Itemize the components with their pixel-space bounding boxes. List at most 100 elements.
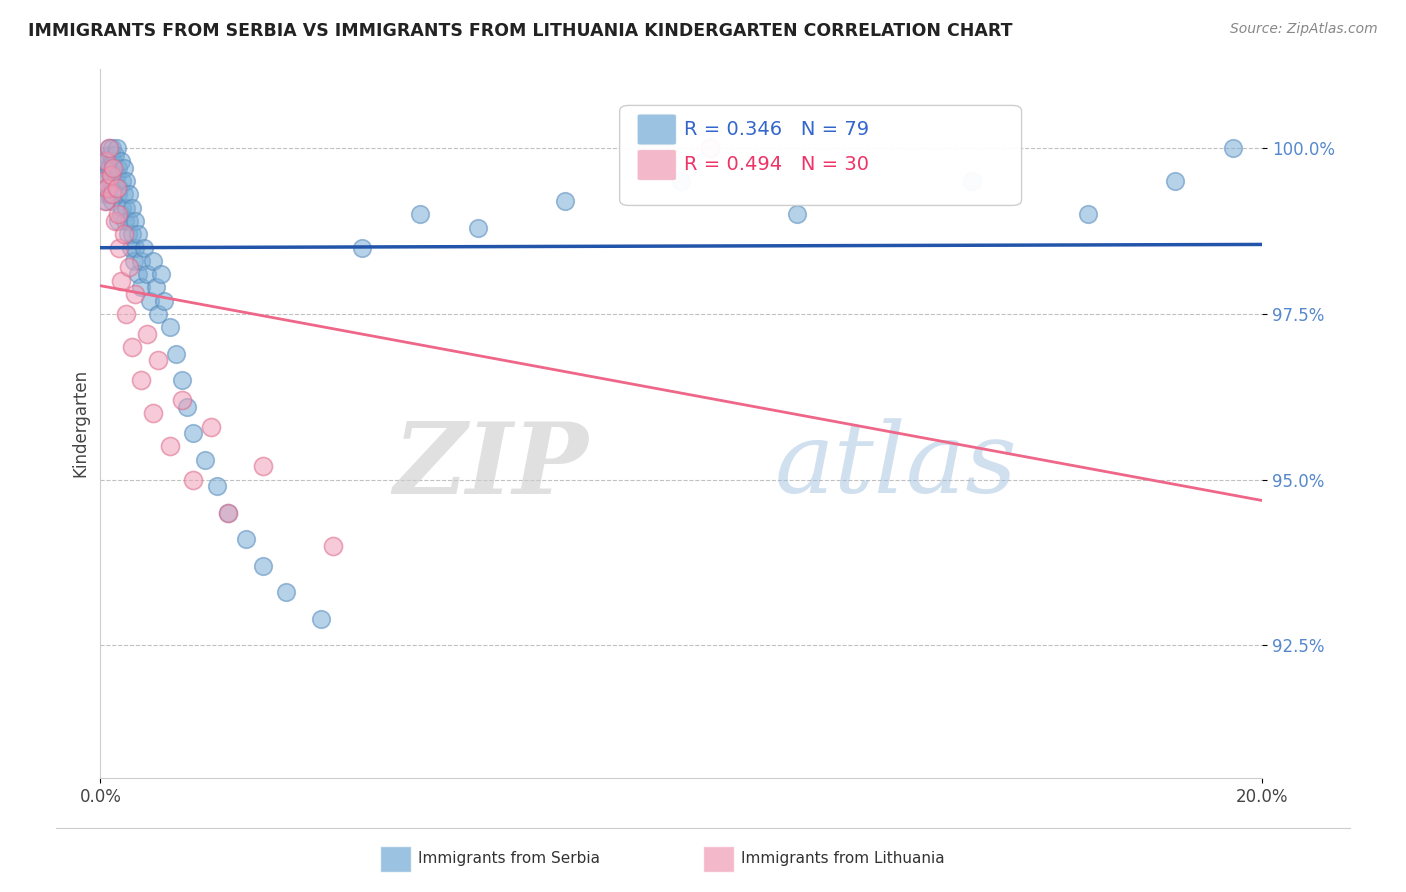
Point xyxy=(107,207,129,221)
Point xyxy=(96,147,118,161)
Point xyxy=(252,558,274,573)
Point xyxy=(101,161,124,175)
Point xyxy=(124,240,146,254)
Point xyxy=(112,161,135,175)
Point xyxy=(1222,141,1244,155)
Point xyxy=(107,161,129,175)
Point xyxy=(91,154,114,169)
Point xyxy=(276,585,298,599)
Point xyxy=(104,147,127,161)
Point xyxy=(115,174,138,188)
Point xyxy=(554,194,576,208)
Point xyxy=(111,201,134,215)
Point xyxy=(108,181,131,195)
Text: IMMIGRANTS FROM SERBIA VS IMMIGRANTS FROM LITHUANIA KINDERGARTEN CORRELATION CHA: IMMIGRANTS FROM SERBIA VS IMMIGRANTS FRO… xyxy=(28,22,1012,40)
Point xyxy=(94,187,117,202)
Point xyxy=(98,141,121,155)
Point xyxy=(350,240,373,254)
Point xyxy=(94,194,117,208)
Point xyxy=(121,201,143,215)
Point xyxy=(101,168,124,182)
Point xyxy=(110,207,132,221)
Point xyxy=(94,161,117,175)
Point xyxy=(148,353,170,368)
Point xyxy=(129,280,152,294)
Point xyxy=(104,174,127,188)
Point xyxy=(205,479,228,493)
Point xyxy=(96,154,118,169)
FancyBboxPatch shape xyxy=(637,114,676,145)
Point xyxy=(118,187,141,202)
Point xyxy=(142,406,165,420)
Point xyxy=(127,227,149,242)
FancyBboxPatch shape xyxy=(637,149,676,180)
Point xyxy=(159,320,181,334)
Point xyxy=(101,154,124,169)
Point xyxy=(165,346,187,360)
Point xyxy=(467,220,489,235)
Point xyxy=(142,253,165,268)
Point xyxy=(101,187,124,202)
Point xyxy=(115,307,138,321)
Point xyxy=(170,373,193,387)
Point xyxy=(127,267,149,281)
Point xyxy=(105,181,128,195)
Point xyxy=(181,473,204,487)
Text: R = 0.494   N = 30: R = 0.494 N = 30 xyxy=(683,155,869,175)
Point xyxy=(118,260,141,275)
Point xyxy=(135,326,157,341)
Point xyxy=(110,154,132,169)
Point xyxy=(129,373,152,387)
Point xyxy=(960,174,983,188)
Point xyxy=(101,141,124,155)
Point xyxy=(107,187,129,202)
Point xyxy=(322,539,344,553)
Point xyxy=(101,194,124,208)
Point xyxy=(153,293,176,308)
Text: R = 0.346   N = 79: R = 0.346 N = 79 xyxy=(683,120,869,139)
Point xyxy=(409,207,432,221)
Point xyxy=(1077,207,1099,221)
Point xyxy=(129,253,152,268)
Point xyxy=(159,439,181,453)
Point xyxy=(115,201,138,215)
Y-axis label: Kindergarten: Kindergarten xyxy=(72,369,89,477)
Point xyxy=(107,214,129,228)
Point xyxy=(150,267,173,281)
Point xyxy=(200,419,222,434)
Point xyxy=(108,240,131,254)
Point xyxy=(98,187,121,202)
Text: Source: ZipAtlas.com: Source: ZipAtlas.com xyxy=(1230,22,1378,37)
Point xyxy=(112,227,135,242)
Point xyxy=(145,280,167,294)
Text: atlas: atlas xyxy=(775,418,1017,514)
Point xyxy=(98,161,121,175)
Point xyxy=(148,307,170,321)
Point xyxy=(110,274,132,288)
Point xyxy=(235,533,257,547)
Point xyxy=(181,426,204,441)
Point xyxy=(122,253,145,268)
Point xyxy=(135,267,157,281)
Point xyxy=(1164,174,1187,188)
Point xyxy=(124,214,146,228)
Point xyxy=(117,227,139,242)
Text: ZIP: ZIP xyxy=(394,417,588,514)
Point xyxy=(309,612,332,626)
Point xyxy=(217,506,239,520)
Text: Immigrants from Lithuania: Immigrants from Lithuania xyxy=(741,852,945,866)
Point xyxy=(121,340,143,354)
Point xyxy=(121,227,143,242)
Point xyxy=(100,174,122,188)
Point xyxy=(699,141,721,155)
Point xyxy=(100,147,122,161)
Point xyxy=(98,141,121,155)
Point xyxy=(194,452,217,467)
Point xyxy=(114,214,136,228)
Point xyxy=(101,181,124,195)
Point xyxy=(96,154,118,169)
Point xyxy=(96,181,118,195)
Point xyxy=(96,181,118,195)
Point xyxy=(91,174,114,188)
Point xyxy=(96,168,118,182)
